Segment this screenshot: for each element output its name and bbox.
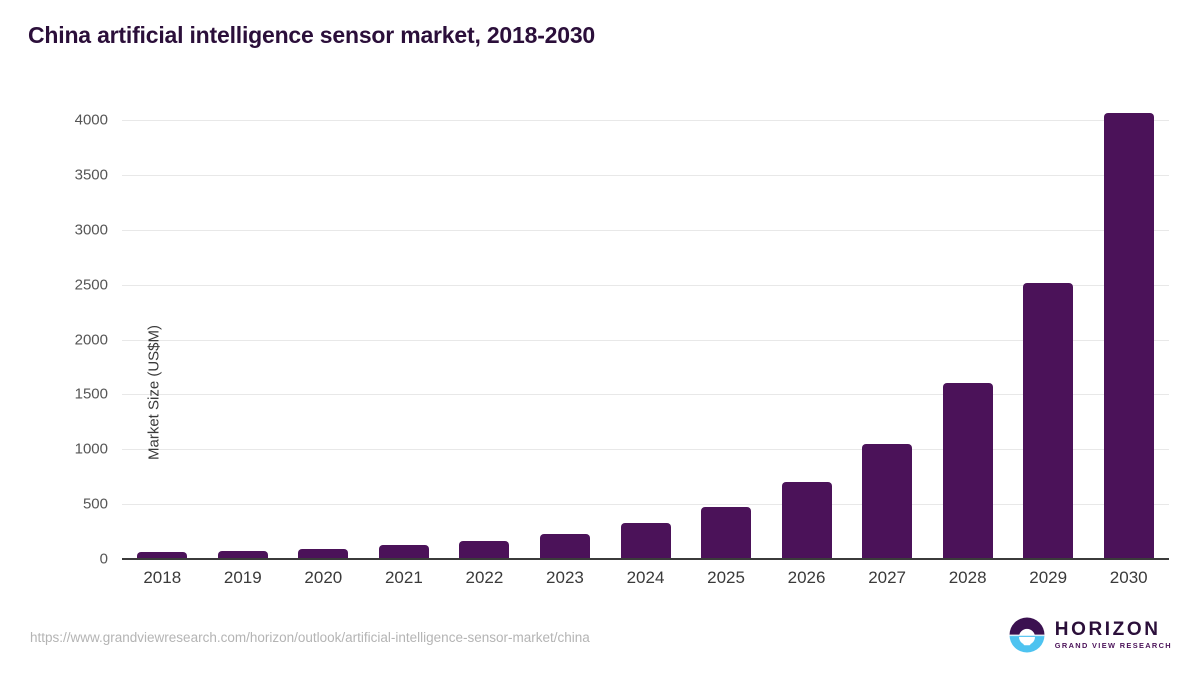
- gridline: [122, 120, 1169, 121]
- x-axis-tick-label: 2021: [384, 568, 423, 587]
- brand-logo: HORIZON GRAND VIEW RESEARCH: [1008, 614, 1172, 656]
- x-axis-tick-label: 2024: [626, 568, 665, 587]
- y-axis-tick-label: 4000: [74, 111, 108, 129]
- x-axis-tick-label: 2023: [546, 568, 584, 587]
- plot-area: Market Size (US$M): [122, 112, 1169, 559]
- page-title: China artificial intelligence sensor mar…: [28, 22, 596, 48]
- gridline: [122, 174, 1169, 176]
- bar-2020[interactable]: [298, 549, 349, 559]
- logo-tagline: GRAND VIEW RESEARCH: [1054, 641, 1172, 651]
- y-axis-tick-label: 2000: [74, 331, 108, 348]
- bar-2024[interactable]: [620, 523, 671, 559]
- gridline: [122, 229, 1169, 231]
- y-axis-tick-labels: 0 500 1000 1500 2000 2500 3000 3500 4000: [0, 0, 108, 675]
- bar-2026[interactable]: [781, 482, 832, 559]
- y-axis-title: Market Size (US$M): [145, 324, 163, 461]
- gridline: [122, 449, 1169, 451]
- bar-2029[interactable]: [1023, 282, 1074, 559]
- y-axis-tick-label: 500: [82, 495, 108, 513]
- x-axis-tick-label: 2025: [707, 568, 745, 587]
- x-axis-line: [122, 558, 1169, 560]
- y-axis-tick-label: 3000: [74, 221, 108, 239]
- x-axis-tick-label: 2027: [868, 568, 907, 587]
- gridline: [122, 339, 1169, 341]
- x-axis-tick-label: 2018: [143, 568, 182, 587]
- logo-text: HORIZON GRAND VIEW RESEARCH: [1055, 620, 1172, 649]
- x-axis-tick-label: 2019: [223, 568, 262, 587]
- source-url-text: https://www.grandviewresearch.com/horizo…: [30, 630, 590, 645]
- x-axis-tick-label: 2026: [787, 568, 826, 587]
- y-axis-tick-label: 3500: [74, 166, 108, 184]
- x-axis-tick-label: 2029: [1029, 568, 1068, 587]
- y-axis-tick-label: 0: [99, 550, 108, 568]
- bar-2028[interactable]: [942, 382, 993, 559]
- y-axis-tick-label: 1500: [74, 385, 108, 403]
- bar-2025[interactable]: [701, 507, 752, 559]
- x-axis-tick-label: 2028: [948, 568, 987, 587]
- x-axis-tick-label: 2030: [1109, 568, 1148, 587]
- bar-2021[interactable]: [378, 545, 429, 559]
- horizon-sun-circle-icon: [1009, 617, 1045, 653]
- bar-2019[interactable]: [217, 551, 268, 559]
- x-axis-tick-label: 2022: [465, 568, 504, 587]
- gridline: [122, 394, 1169, 396]
- gridline: [122, 284, 1169, 286]
- x-axis-tick-label: 2020: [304, 568, 343, 587]
- bar-2022[interactable]: [459, 540, 510, 559]
- bar-2018[interactable]: [137, 552, 188, 559]
- bar-2027[interactable]: [862, 443, 913, 559]
- gridline: [122, 504, 1169, 506]
- logo-wordmark: HORIZON: [1054, 619, 1161, 641]
- bar-2030[interactable]: [1103, 112, 1154, 559]
- y-axis-tick-label: 2500: [74, 276, 108, 294]
- bar-2023[interactable]: [539, 533, 590, 559]
- y-axis-tick-label: 1000: [74, 440, 108, 458]
